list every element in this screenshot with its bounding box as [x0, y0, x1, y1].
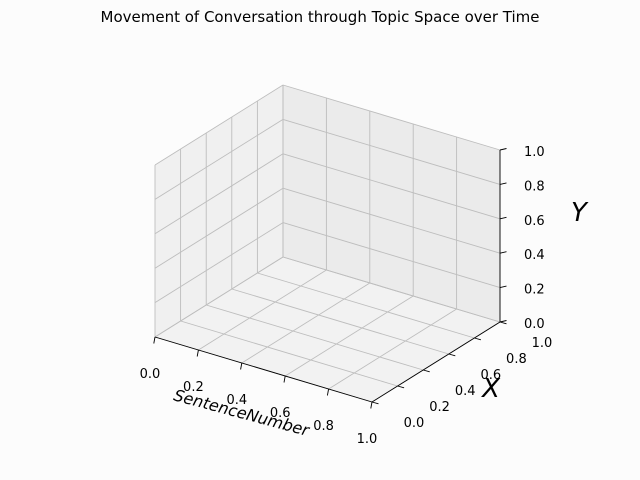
z-tick-mark — [499, 285, 507, 289]
z-tick-label: 0.8 — [524, 179, 545, 194]
grid-line — [154, 84, 284, 166]
z-tick-label: 0.2 — [524, 283, 545, 298]
z-tick-label: 0.4 — [524, 248, 545, 263]
grid-line — [284, 295, 414, 377]
grid-lines — [154, 84, 501, 403]
z-tick-mark — [499, 320, 507, 323]
z-tick-label: 0.6 — [524, 214, 545, 229]
x-tick-mark — [153, 336, 156, 344]
z-tick-mark — [499, 182, 507, 185]
grid-line — [282, 153, 501, 220]
z-tick-mark — [499, 251, 507, 254]
axis-panes — [154, 84, 501, 403]
x-tick-mark — [196, 349, 199, 357]
z-tick-mark — [499, 148, 507, 151]
y-axis-label: X — [480, 374, 501, 404]
z-tick-labels: 0.0 0.2 0.4 0.6 0.8 1.0 — [524, 145, 545, 332]
tick-marks — [153, 148, 507, 409]
z-tick-label: 1.0 — [524, 145, 545, 160]
chart-title: Movement of Conversation through Topic S… — [101, 8, 540, 26]
x-tick-mark — [283, 375, 286, 383]
x-tick-label: 0.0 — [140, 367, 161, 382]
y-axis-line — [371, 321, 501, 403]
x-tick-mark — [326, 388, 330, 396]
y-tick-mark — [423, 369, 430, 373]
grid-line — [206, 304, 424, 371]
y-tick-mark — [499, 321, 507, 325]
grid-line — [241, 282, 371, 364]
grid-line — [282, 118, 501, 185]
x-tick-labels: 0.0 0.2 0.4 0.6 0.8 1.0 — [140, 367, 378, 447]
grid-line — [198, 269, 327, 351]
x-tick-label: 0.4 — [226, 393, 247, 408]
y-tick-mark — [371, 401, 379, 405]
y-tick-label: 0.6 — [480, 368, 501, 383]
x-axis-line — [154, 336, 373, 403]
z-tick-label: 0.0 — [524, 317, 545, 332]
y-tick-label: 0.8 — [506, 352, 527, 367]
y-tick-mark — [397, 385, 405, 389]
y-tick-label: 1.0 — [532, 336, 553, 351]
x-tick-label: 0.8 — [313, 419, 334, 434]
grid-line — [180, 320, 398, 387]
grid-line — [257, 272, 475, 339]
grid-line — [154, 187, 284, 269]
grid-line — [282, 256, 501, 323]
y-tick-labels: 0.0 0.2 0.4 0.6 0.8 1.0 — [404, 336, 553, 431]
x-tick-mark — [370, 401, 373, 409]
grid-line — [154, 256, 284, 338]
y-tick-label: 0.4 — [455, 384, 476, 399]
x-tick-label: 0.6 — [270, 406, 291, 421]
grid-line — [282, 187, 501, 254]
grid-line — [154, 222, 284, 303]
z-tick-mark — [499, 216, 507, 220]
x-tick-label: 1.0 — [357, 432, 378, 447]
grid-line — [231, 288, 449, 355]
grid-line — [328, 308, 457, 390]
z-axis-label: Y — [571, 198, 589, 228]
grid-line — [154, 153, 284, 235]
axis-lines — [154, 150, 501, 403]
x-tick-mark — [240, 362, 243, 370]
grid-line — [282, 84, 501, 151]
y-tick-label: 0.2 — [429, 400, 450, 415]
y-tick-mark — [448, 353, 456, 357]
y-tick-label: 0.0 — [404, 416, 425, 431]
grid-line — [282, 222, 501, 289]
x-tick-label: 0.2 — [183, 380, 204, 395]
y-tick-mark — [474, 337, 482, 341]
grid-line — [154, 119, 284, 200]
